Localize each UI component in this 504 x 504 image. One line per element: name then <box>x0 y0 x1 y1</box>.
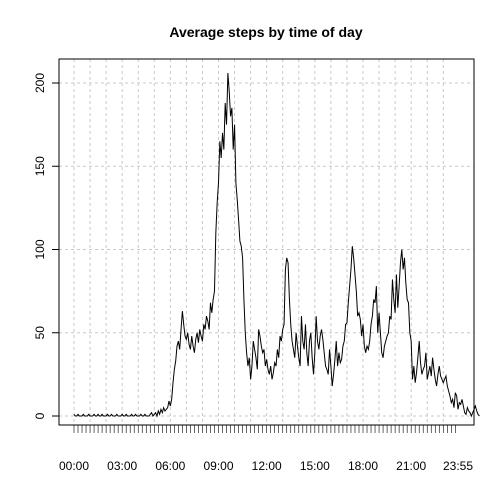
x-axis: 00:00 03:00 06:00 09:00 12:00 15:00 18:00 21:00… <box>59 424 473 473</box>
x-tick-label: 15:00 <box>300 459 330 473</box>
x-tick-label: 09:00 <box>203 459 233 473</box>
grid-lines <box>59 59 474 425</box>
y-tick-label: 200 <box>33 73 47 93</box>
y-tick-label: 0 <box>33 412 47 419</box>
y-axis: 0 50 100 150 200 <box>33 73 60 419</box>
x-tick-label: 21:00 <box>396 459 426 473</box>
x-tick-label: 12:00 <box>252 459 282 473</box>
y-tick-label: 100 <box>33 239 47 259</box>
series-line <box>73 72 480 418</box>
chart-title: Average steps by time of day <box>169 24 362 40</box>
plot-frame <box>58 58 475 426</box>
x-tick-label: 18:00 <box>348 459 378 473</box>
x-tick-label: 06:00 <box>155 459 185 473</box>
y-tick-label: 150 <box>33 156 47 176</box>
x-tick-label: 03:00 <box>107 459 137 473</box>
x-tick-label: 23:55 <box>443 459 473 473</box>
y-tick-label: 50 <box>33 326 47 340</box>
x-tick-label: 00:00 <box>59 459 89 473</box>
